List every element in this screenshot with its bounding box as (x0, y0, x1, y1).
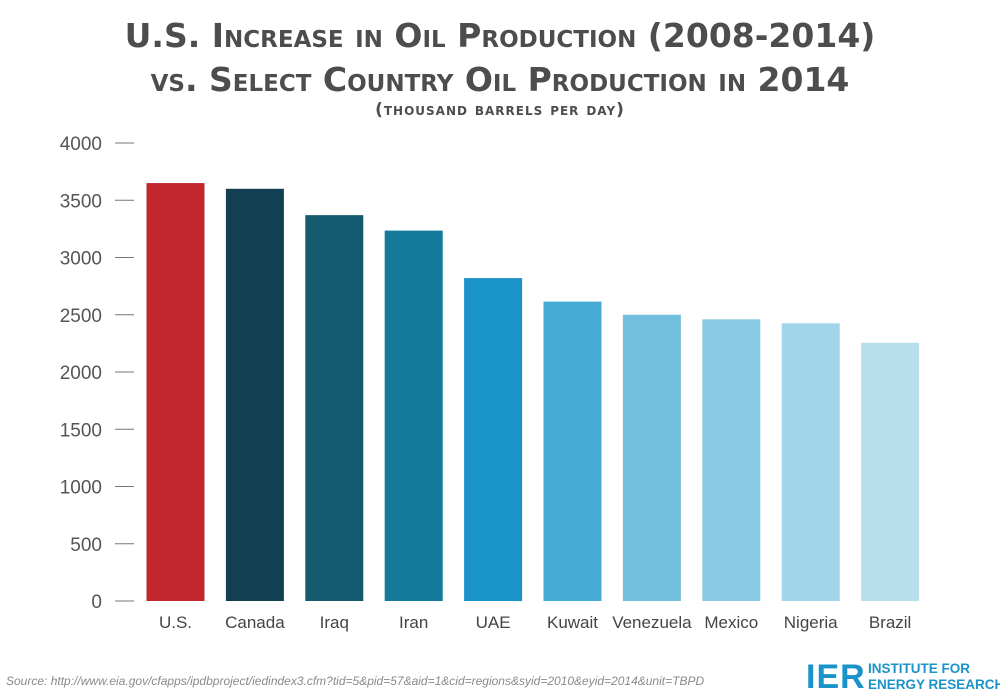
logo-line1: INSTITUTE FOR (868, 661, 970, 676)
y-tick-label: 0 (91, 592, 102, 613)
y-tick-label: 2500 (60, 306, 102, 327)
bar-venezuela (622, 314, 681, 601)
bar-iran (384, 230, 443, 601)
y-tick-label: 3000 (60, 249, 102, 270)
chart-title-line2: vs. Select Country Oil Production in 201… (150, 60, 850, 99)
x-category-label: U.S. (159, 613, 192, 632)
x-category-label: Canada (225, 613, 285, 632)
x-category-label: Mexico (704, 613, 758, 632)
bar-brazil (861, 342, 920, 601)
x-category-label: Nigeria (784, 613, 838, 632)
y-tick-label: 4000 (60, 134, 102, 155)
bar-mexico (702, 319, 761, 601)
logo-text: INSTITUTE FOR ENERGY RESEARCH (868, 661, 1000, 693)
y-tick-label: 1500 (60, 420, 102, 441)
chart-subtitle: (thousand barrels per day) (375, 100, 625, 120)
source-note: Source: http://www.eia.gov/cfapps/ipdbpr… (6, 674, 705, 688)
bar-us (146, 183, 205, 601)
x-category-label: Kuwait (547, 613, 598, 632)
bar-nigeria (781, 323, 840, 601)
ier-logo: IER INSTITUTE FOR ENERGY RESEARCH (806, 658, 1000, 696)
logo-mark: IER (806, 658, 866, 696)
y-tick-label: 3500 (60, 191, 102, 212)
bar-iraq (305, 215, 364, 601)
y-tick-label: 2000 (60, 363, 102, 384)
x-category-label: Brazil (869, 613, 912, 632)
bar-canada (225, 188, 284, 602)
y-tick-label: 500 (70, 535, 102, 556)
x-category-label: Iraq (320, 613, 349, 632)
y-tick-label: 1000 (60, 478, 102, 499)
chart-title-line1: U.S. Increase in Oil Production (2008-20… (124, 16, 876, 55)
x-category-label: UAE (476, 613, 511, 632)
x-category-label: Venezuela (612, 613, 692, 632)
bar-uae (464, 278, 523, 601)
bar-kuwait (543, 301, 602, 601)
logo-line2: ENERGY RESEARCH (868, 677, 1000, 692)
x-category-label: Iran (399, 613, 428, 632)
